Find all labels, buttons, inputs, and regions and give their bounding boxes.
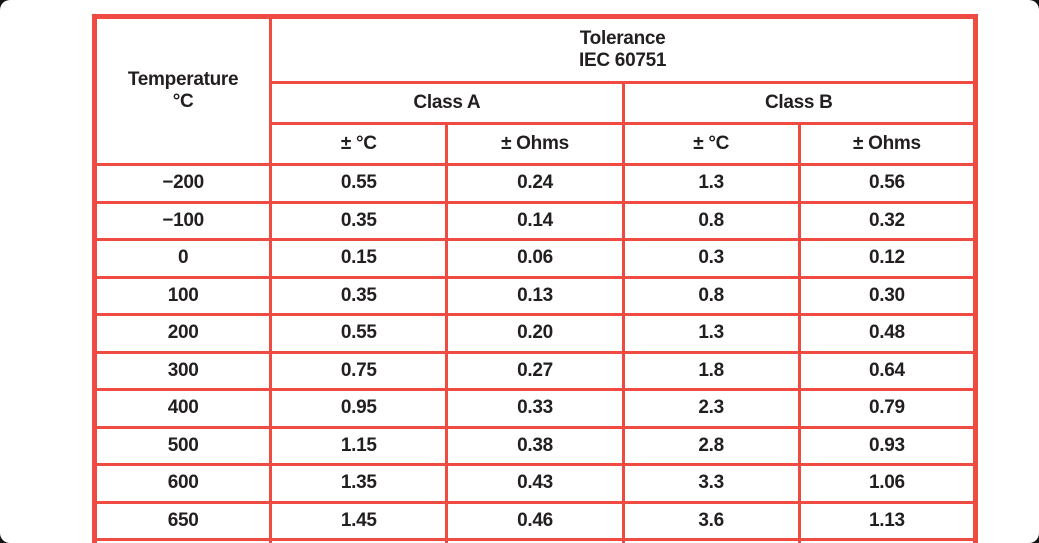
class-a-ohms-cell: 0.33 [445, 388, 625, 429]
table-row: −100 0.35 0.14 0.8 0.32 [92, 200, 978, 241]
temperature-cell: 100 [92, 275, 273, 316]
class-a-ohms-cell: 0.27 [445, 350, 625, 391]
temperature-cell: −100 [92, 200, 273, 241]
class-a-degc-cell: 0.95 [269, 388, 449, 429]
table-row: 0 0.15 0.06 0.3 0.12 [92, 238, 978, 279]
class-b-degc-cell: 0.3 [621, 238, 801, 279]
table-row: 100 0.35 0.13 0.8 0.30 [92, 275, 978, 316]
class-a-degc-cell: 0.55 [269, 163, 449, 204]
class-b-ohms-cell: 1.13 [797, 500, 978, 541]
class-b-degc-cell: 1.3 [621, 313, 801, 354]
temperature-cell: 200 [92, 313, 273, 354]
temperature-cell: 0 [92, 238, 273, 279]
class-a-degc-cell: 0.15 [269, 238, 449, 279]
class-a-ohms-cell: 0.13 [445, 275, 625, 316]
class-b-ohms-cell: 0.93 [797, 425, 978, 466]
temperature-cell [92, 538, 273, 543]
class-a-ohms-cell [445, 538, 625, 543]
class-a-ohms-header: ± Ohms [445, 122, 625, 166]
class-b-ohms-cell: 1.06 [797, 463, 978, 504]
class-a-ohms-cell: 0.43 [445, 463, 625, 504]
class-a-degc-cell: 0.35 [269, 275, 449, 316]
class-b-degc-cell: 2.3 [621, 388, 801, 429]
temperature-cell: −200 [92, 163, 273, 204]
class-a-ohms-cell: 0.14 [445, 200, 625, 241]
class-b-ohms-cell: 0.30 [797, 275, 978, 316]
table-row: −200 0.55 0.24 1.3 0.56 [92, 163, 978, 204]
class-b-ohms-cell: 0.64 [797, 350, 978, 391]
class-b-ohms-cell: 0.48 [797, 313, 978, 354]
table-row: 600 1.35 0.43 3.3 1.06 [92, 463, 978, 504]
temperature-cell: 600 [92, 463, 273, 504]
temperature-header-line1: Temperature [127, 69, 239, 90]
header-row-units: ± °C ± Ohms ± °C ± Ohms [95, 122, 978, 166]
class-b-ohms-cell [797, 538, 978, 543]
class-b-degc-cell: 1.8 [621, 350, 801, 391]
table-row: 200 0.55 0.20 1.3 0.48 [92, 313, 978, 354]
header-row-class: Class A Class B [95, 81, 978, 125]
class-b-degc-cell: 3.3 [621, 463, 801, 504]
class-b-degc-cell: 3.6 [621, 500, 801, 541]
class-a-ohms-cell: 0.06 [445, 238, 625, 279]
class-a-ohms-cell: 0.38 [445, 425, 625, 466]
class-a-header: Class A [269, 81, 625, 125]
tolerance-header-line2: IEC 60751 [579, 50, 667, 71]
temperature-header-line2: °C [172, 91, 194, 112]
class-a-ohms-cell: 0.20 [445, 313, 625, 354]
class-a-degc-cell: 1.35 [269, 463, 449, 504]
class-b-ohms-header: ± Ohms [797, 122, 978, 166]
class-b-header: Class B [621, 81, 978, 125]
class-b-ohms-cell: 0.56 [797, 163, 978, 204]
tolerance-header: Tolerance IEC 60751 [269, 15, 977, 84]
class-b-degc-cell: 2.8 [621, 425, 801, 466]
class-b-degc-cell [621, 538, 801, 543]
class-a-degc-header: ± °C [269, 122, 449, 166]
class-b-ohms-cell: 0.79 [797, 388, 978, 429]
class-b-degc-cell: 0.8 [621, 275, 801, 316]
table-row: 400 0.95 0.33 2.3 0.79 [92, 388, 978, 429]
table-row: 500 1.15 0.38 2.8 0.93 [92, 425, 978, 466]
temperature-cell: 650 [92, 500, 273, 541]
class-b-degc-cell: 1.3 [621, 163, 801, 204]
class-b-degc-cell: 0.8 [621, 200, 801, 241]
temperature-cell: 500 [92, 425, 273, 466]
class-b-ohms-cell: 0.12 [797, 238, 978, 279]
class-b-degc-header: ± °C [621, 122, 801, 166]
class-a-degc-cell: 0.35 [269, 200, 449, 241]
temperature-column-header: Temperature °C [92, 15, 273, 166]
class-a-ohms-cell: 0.24 [445, 163, 625, 204]
temperature-cell: 400 [92, 388, 273, 429]
class-a-degc-cell: 0.75 [269, 350, 449, 391]
tolerance-header-line1: Tolerance [579, 28, 666, 49]
tolerance-table: Temperature °C Tolerance IEC 60751 Class… [92, 14, 978, 543]
table-row-cutoff [92, 538, 978, 543]
class-a-ohms-cell: 0.46 [445, 500, 625, 541]
header-row-tolerance: Temperature °C Tolerance IEC 60751 [92, 15, 977, 166]
table-row: 300 0.75 0.27 1.8 0.64 [92, 350, 978, 391]
table-row: 650 1.45 0.46 3.6 1.13 [92, 500, 978, 541]
temperature-cell: 300 [92, 350, 273, 391]
class-a-degc-cell: 1.15 [269, 425, 449, 466]
class-a-degc-cell: 1.45 [269, 500, 449, 541]
class-a-degc-cell: 0.55 [269, 313, 449, 354]
class-a-degc-cell [269, 538, 449, 543]
class-b-ohms-cell: 0.32 [797, 200, 978, 241]
